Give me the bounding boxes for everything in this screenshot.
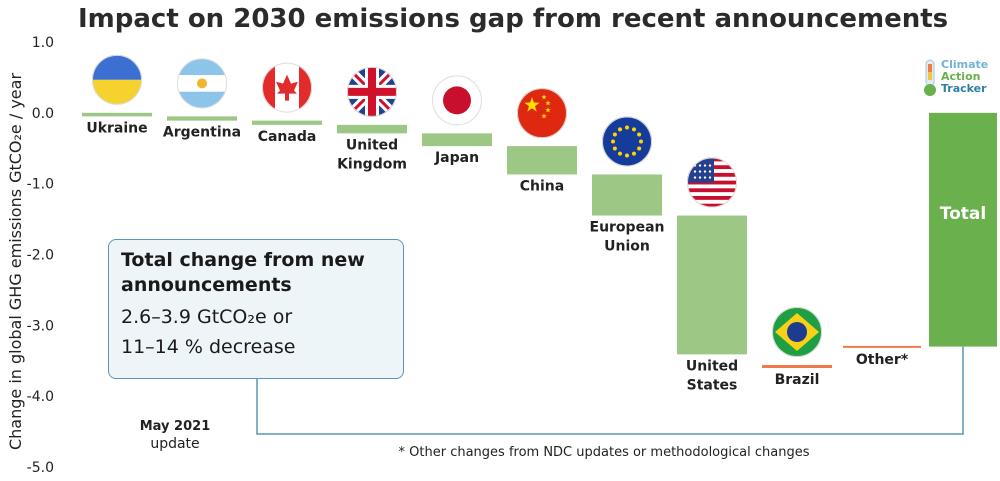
bar-european-union bbox=[592, 174, 662, 216]
summary-box: Total change from new announcements 2.6–… bbox=[108, 239, 404, 379]
thermometer-icon bbox=[924, 59, 936, 96]
category-label: European Union bbox=[590, 220, 665, 255]
y-axis-label: Change in global GHG emissionsGtCO₂e / y… bbox=[6, 73, 25, 450]
y-tick-label: -2.0 bbox=[27, 248, 54, 264]
climate-action-tracker-logo: Climate Action Tracker bbox=[924, 58, 988, 96]
y-tick-label: -5.0 bbox=[27, 460, 54, 476]
flag-united-kingdom-icon bbox=[347, 66, 397, 117]
y-tick-label: -1.0 bbox=[27, 177, 54, 193]
category-label: United States bbox=[686, 358, 738, 393]
chart-title: Impact on 2030 emissions gap from recent… bbox=[78, 4, 948, 34]
summary-range: 2.6–3.9 GtCO₂e or bbox=[121, 306, 293, 328]
update-word: update bbox=[150, 436, 199, 452]
category-label: United Kingdom bbox=[337, 137, 407, 172]
category-label: Brazil bbox=[775, 372, 820, 388]
category-label: Total bbox=[940, 204, 986, 224]
bar-brazil bbox=[762, 365, 832, 368]
total-connector-line bbox=[256, 346, 964, 435]
bar-total bbox=[929, 112, 997, 347]
flag-argentina-icon bbox=[177, 58, 227, 109]
bar-ukraine bbox=[82, 112, 152, 117]
y-tick-label: -4.0 bbox=[27, 389, 54, 405]
flag-china-icon bbox=[517, 88, 567, 139]
summary-percent: 11–14 % decrease bbox=[121, 336, 296, 358]
bar-china bbox=[507, 146, 577, 175]
bar-other bbox=[843, 345, 921, 348]
y-axis: 1.0 0.0 -1.0 -2.0 -3.0 -4.0 -5.0 bbox=[27, 35, 54, 476]
update-note: May 2021 update bbox=[140, 419, 211, 452]
bar-united-kingdom bbox=[337, 124, 407, 134]
summary-title: Total change from new announcements bbox=[121, 249, 365, 296]
category-label: China bbox=[520, 178, 564, 194]
flags-group bbox=[92, 54, 822, 357]
category-label: Japan bbox=[434, 150, 479, 166]
footnote: * Other changes from NDC updates or meth… bbox=[399, 445, 810, 460]
flag-united-states-icon bbox=[687, 157, 737, 208]
flag-brazil-icon bbox=[772, 307, 822, 357]
logo-line-1: Climate bbox=[941, 58, 988, 71]
bar-argentina bbox=[167, 116, 237, 121]
connector-path bbox=[256, 346, 964, 435]
flag-ukraine-icon bbox=[92, 54, 142, 105]
logo-line-2: Action bbox=[941, 70, 980, 83]
category-label: Other* bbox=[856, 352, 909, 368]
flag-japan-icon bbox=[432, 75, 482, 126]
category-label: Argentina bbox=[163, 125, 241, 141]
bar-japan bbox=[422, 133, 492, 147]
flag-canada-icon bbox=[262, 62, 312, 113]
category-labels-group: Ukraine Argentina Canada United Kingdom Japan… bbox=[86, 120, 986, 393]
y-tick-label: -3.0 bbox=[27, 318, 54, 334]
category-label: Canada bbox=[258, 129, 317, 145]
logo-line-3: Tracker bbox=[941, 82, 987, 95]
update-month: May 2021 bbox=[140, 419, 211, 434]
y-tick-label: 1.0 bbox=[32, 35, 54, 51]
bar-united-states bbox=[677, 215, 747, 355]
y-tick-label: 0.0 bbox=[32, 106, 54, 122]
category-label: Ukraine bbox=[86, 120, 147, 136]
flag-european-union-icon bbox=[602, 116, 652, 167]
bar-canada bbox=[252, 120, 322, 125]
bars-group bbox=[82, 112, 997, 368]
